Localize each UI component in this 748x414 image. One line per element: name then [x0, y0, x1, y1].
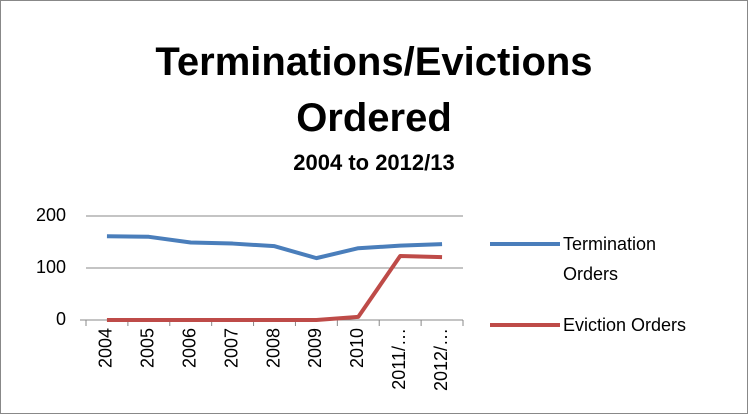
legend-label: Eviction Orders — [563, 315, 687, 335]
y-tick-label: 0 — [56, 309, 66, 329]
y-tick-label: 200 — [36, 205, 66, 225]
chart-title: Terminations/Evictions Ordered — [155, 40, 593, 140]
x-tick-label: 2004 — [96, 328, 116, 368]
line-series — [106, 254, 443, 322]
x-tick-label: 2010 — [347, 328, 367, 368]
x-tick-label: 2009 — [305, 328, 325, 368]
y-tick-label: 100 — [36, 257, 66, 277]
x-tick-label: 2008 — [263, 328, 283, 368]
x-tick-label: 2011/… — [389, 328, 409, 390]
x-tick-label: 2007 — [221, 328, 241, 368]
x-tick-label: 2005 — [138, 328, 158, 368]
x-tick-label: 2006 — [179, 328, 199, 368]
chart-subtitle: 2004 to 2012/13 — [293, 150, 455, 175]
legend-label: Termination Orders — [563, 234, 657, 284]
x-tick-label: 2012/… — [431, 328, 451, 391]
line-series — [106, 234, 443, 261]
